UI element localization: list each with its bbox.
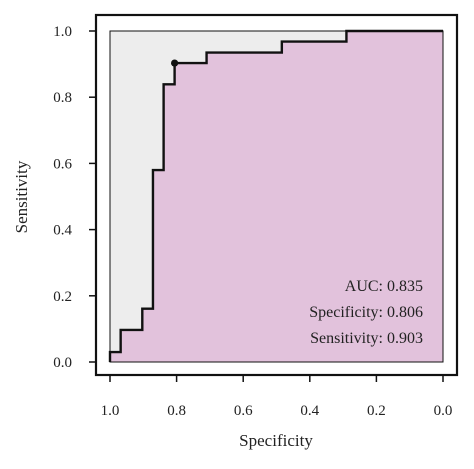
specificity-annotation: Specificity: 0.806 xyxy=(309,304,423,321)
y-tick-label: 0.0 xyxy=(53,355,72,371)
threshold-point xyxy=(171,59,179,67)
y-tick-label: 0.6 xyxy=(53,156,72,172)
x-axis-label: Specificity xyxy=(239,431,313,450)
roc-curve xyxy=(108,29,443,362)
axes: 1.0 0.8 0.6 0.4 0.2 0.0 0.0 0.2 0.4 0.6 0.8 1.0 xyxy=(53,13,459,419)
x-tick-label: 0.2 xyxy=(367,403,386,419)
x-tick-label: 0.4 xyxy=(300,403,319,419)
auc-area xyxy=(110,31,443,362)
plot-area xyxy=(108,29,444,363)
sensitivity-annotation: Sensitivity: 0.903 xyxy=(310,330,423,347)
unit-square-border xyxy=(109,30,444,363)
y-tick-label: 0.8 xyxy=(53,90,72,106)
y-tick-label: 0.4 xyxy=(53,223,72,239)
x-tick-label: 0.0 xyxy=(434,403,453,419)
x-tick-label: 1.0 xyxy=(101,403,120,419)
y-tick-label: 0.2 xyxy=(53,289,72,305)
auc-annotation: AUC: 0.835 xyxy=(345,278,423,295)
y-axis-label: Sensitivity xyxy=(12,160,31,233)
x-tick-label: 0.6 xyxy=(234,403,253,419)
x-tick-label: 0.8 xyxy=(167,403,186,419)
y-tick-label: 1.0 xyxy=(53,24,72,40)
plot-frame xyxy=(94,13,459,377)
